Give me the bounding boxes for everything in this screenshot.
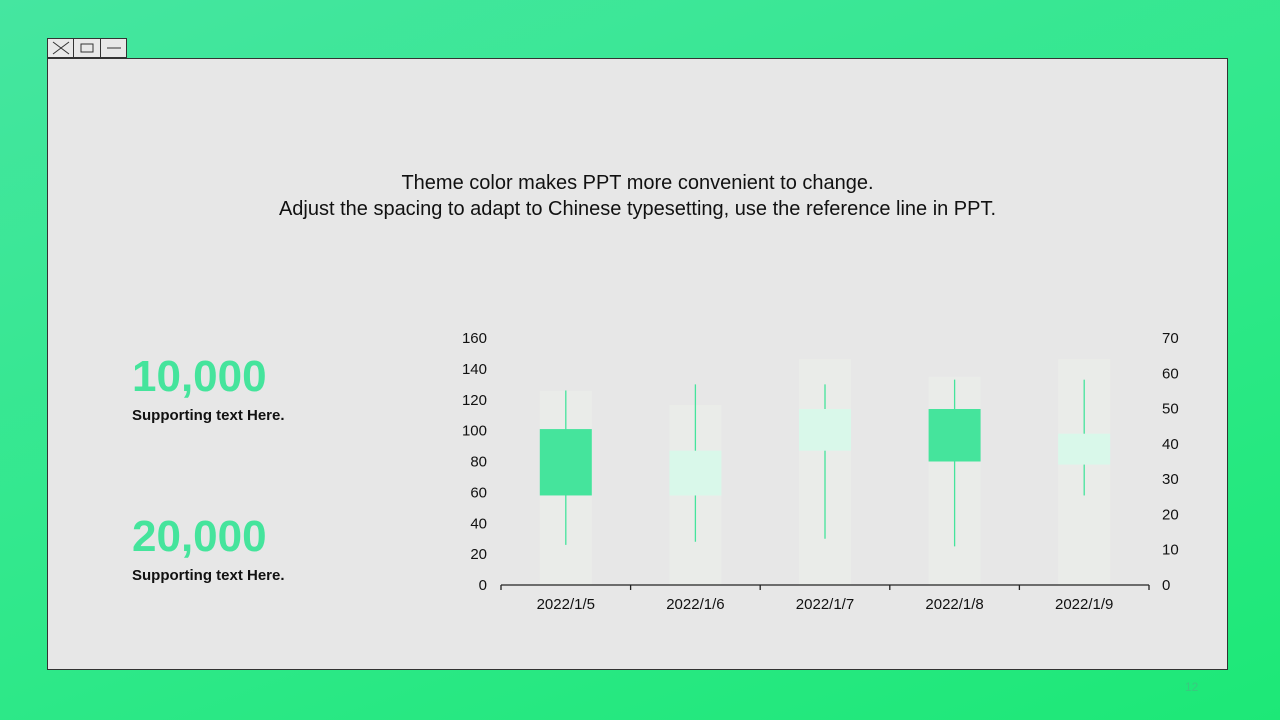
x-tick-label: 2022/1/8	[925, 596, 983, 613]
stat-label: Supporting text Here.	[132, 567, 285, 584]
y-left-tick-label: 160	[462, 330, 487, 347]
y-right-tick-label: 30	[1162, 471, 1179, 488]
stat-label: Supporting text Here.	[132, 407, 285, 424]
subtitle-line-1: Theme color makes PPT more convenient to…	[401, 172, 874, 194]
candle-body	[669, 450, 722, 496]
y-right-tick-label: 50	[1162, 401, 1179, 418]
x-tick-label: 2022/1/7	[796, 596, 854, 613]
candle-body	[1058, 433, 1111, 465]
y-left-tick-label: 100	[462, 423, 487, 440]
y-right-tick-label: 0	[1162, 577, 1170, 594]
y-left-tick-label: 40	[470, 515, 487, 532]
stat-block-1: 10,000 Supporting text Here.	[132, 352, 285, 425]
maximize-icon[interactable]	[74, 39, 101, 57]
window-controls	[47, 38, 127, 58]
page-number: 12	[1185, 680, 1199, 694]
candlestick-chart: 2022/1/5 2022/1/6 2022/1/7 2022/1/8 2022/1/9…	[462, 330, 1179, 613]
close-icon[interactable]	[48, 39, 75, 57]
y-right-tick-label: 60	[1162, 365, 1179, 382]
y-right-tick-label: 20	[1162, 506, 1179, 523]
y-left-tick-label: 140	[462, 361, 487, 378]
x-tick-label: 2022/1/9	[1055, 596, 1113, 613]
subtitle-line-2: Adjust the spacing to adapt to Chinese t…	[278, 198, 997, 220]
candle-body	[539, 429, 592, 496]
minimize-icon[interactable]	[101, 39, 126, 57]
stat-value: 10,000	[132, 352, 267, 401]
y-left-tick-label: 0	[479, 577, 487, 594]
y-left-tick-label: 60	[470, 484, 487, 501]
slide-window: Theme color makes PPT more convenient to…	[47, 58, 1228, 670]
y-left-tick-label: 80	[470, 454, 487, 471]
candle-body	[928, 409, 981, 462]
y-right-tick-label: 40	[1162, 436, 1179, 453]
y-left-tick-label: 20	[470, 546, 487, 563]
x-tick-label: 2022/1/5	[537, 596, 595, 613]
y-right-tick-label: 10	[1162, 542, 1179, 559]
y-left-tick-label: 120	[462, 392, 487, 409]
candle-body	[799, 409, 851, 451]
stat-value: 20,000	[132, 512, 267, 561]
stat-block-2: 20,000 Supporting text Here.	[132, 512, 285, 585]
y-right-tick-label: 70	[1162, 330, 1179, 347]
slide-subtitle: Theme color makes PPT more convenient to…	[48, 170, 1227, 222]
x-tick-label: 2022/1/6	[666, 596, 724, 613]
